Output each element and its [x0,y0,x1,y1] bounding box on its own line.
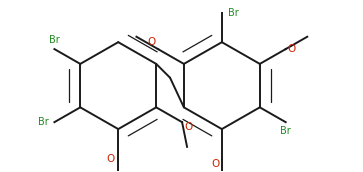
Text: Br: Br [280,126,291,136]
Text: O: O [288,44,296,54]
Text: Br: Br [228,8,238,18]
Text: O: O [106,154,114,164]
Text: O: O [184,122,192,132]
Text: O: O [148,37,156,47]
Text: Br: Br [49,35,60,45]
Text: Br: Br [38,117,48,127]
Text: O: O [212,159,220,169]
